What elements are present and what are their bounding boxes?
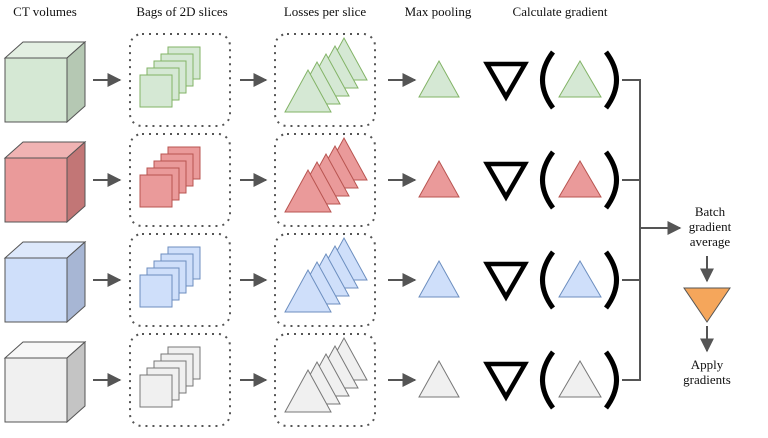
cube-front <box>4 357 68 423</box>
gradient-triangle <box>558 60 602 98</box>
cube-front <box>4 57 68 123</box>
loss-triangle <box>284 168 332 213</box>
slice <box>139 74 173 108</box>
paren-left <box>540 50 556 110</box>
cube-front <box>4 157 68 223</box>
column-header: CT volumes <box>13 4 77 19</box>
paren-right <box>603 150 619 210</box>
batch-label: average <box>690 234 731 249</box>
apply-label: gradients <box>683 372 731 387</box>
column-header: Bags of 2D slices <box>136 4 227 19</box>
nabla <box>483 261 529 302</box>
paren-left <box>540 250 556 310</box>
column-header: Max pooling <box>405 4 472 19</box>
slice <box>139 374 173 408</box>
column-header: Calculate gradient <box>513 4 608 19</box>
pooled-triangle <box>418 359 460 398</box>
apply-label: Apply <box>691 357 724 372</box>
gradient-triangle <box>558 160 602 198</box>
batch-label: Batch <box>695 204 726 219</box>
nabla <box>483 61 529 102</box>
loss-triangle <box>284 68 332 113</box>
slice <box>139 274 173 308</box>
batch-label: gradient <box>689 219 732 234</box>
paren-right <box>603 350 619 410</box>
column-header: Losses per slice <box>284 4 367 19</box>
slice <box>139 174 173 208</box>
diagram-layer: CT volumes Bags of 2D slices Losses per sl… <box>3 4 732 427</box>
paren-left <box>540 150 556 210</box>
gradient-triangle <box>558 360 602 398</box>
loss-triangle <box>284 268 332 313</box>
paren-right <box>603 50 619 110</box>
loss-triangle <box>284 368 332 413</box>
gradient-triangle <box>558 260 602 298</box>
average-triangle <box>683 287 731 323</box>
cube-front <box>4 257 68 323</box>
paren-left <box>540 350 556 410</box>
pooled-triangle <box>418 259 460 298</box>
nabla <box>483 361 529 402</box>
pooled-triangle <box>418 159 460 198</box>
nabla <box>483 161 529 202</box>
paren-right <box>603 250 619 310</box>
pooled-triangle <box>418 59 460 98</box>
